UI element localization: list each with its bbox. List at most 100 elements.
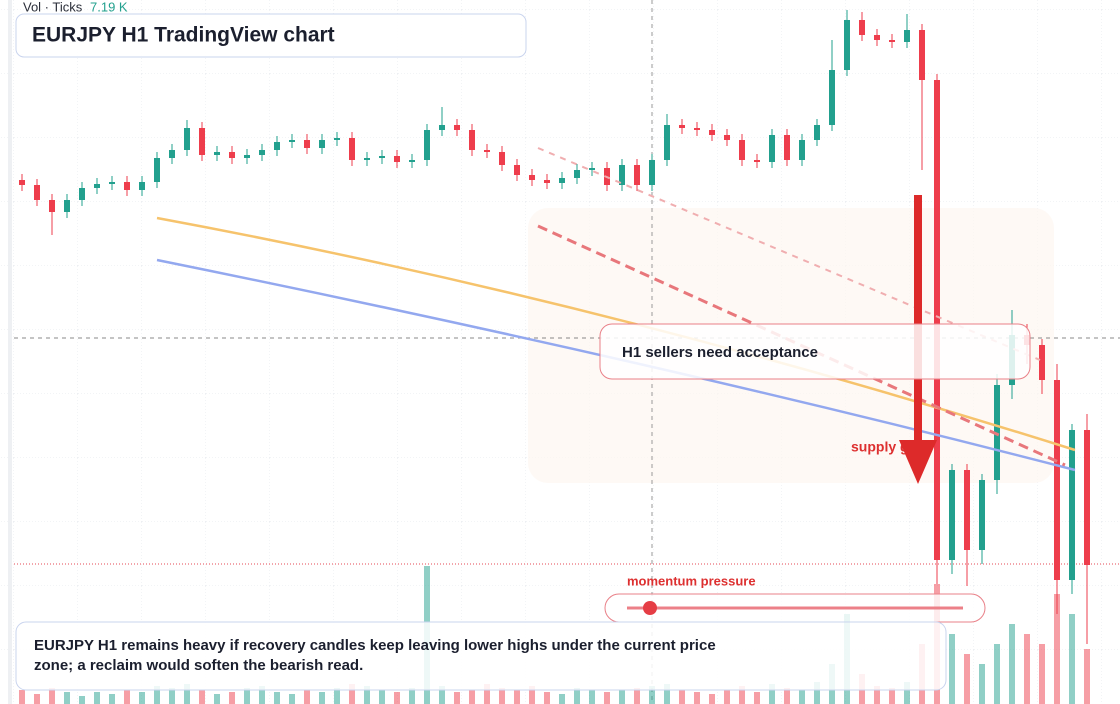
candle-body (319, 140, 325, 148)
candle-body (34, 185, 40, 200)
candle-body (244, 155, 250, 158)
volume-bar (979, 664, 985, 704)
volume-legend: Vol · Ticks (23, 0, 83, 14)
candle-body (634, 165, 640, 185)
volume-bar (1024, 634, 1030, 704)
volume-bar (319, 692, 325, 704)
volume-bar (184, 684, 190, 704)
candle-body (874, 35, 880, 40)
candle-body (934, 80, 940, 560)
candle-body (784, 135, 790, 160)
volume-bar (664, 684, 670, 704)
volume-bar (514, 690, 520, 704)
candle-body (769, 135, 775, 162)
volume-bar (1054, 594, 1060, 704)
volume-bar (754, 692, 760, 704)
candle-body (334, 138, 340, 140)
volume-bar (1039, 644, 1045, 704)
candle-body (94, 184, 100, 188)
candle-body (559, 178, 565, 183)
volume-bar (619, 690, 625, 704)
candle-body (799, 140, 805, 160)
candle-body (739, 140, 745, 160)
volume-bar (469, 690, 475, 704)
volume-bar (214, 694, 220, 704)
candle-body (949, 470, 955, 560)
candle-body (154, 158, 160, 182)
candle-body (589, 168, 595, 170)
pane-edge (8, 0, 12, 704)
volume-bar (679, 690, 685, 704)
volume-bar (739, 686, 745, 704)
volume-bar (259, 686, 265, 704)
volume-bar (454, 692, 460, 704)
candle-body (124, 182, 130, 190)
volume-last: 7.19 K (90, 0, 128, 14)
candle-body (454, 125, 460, 130)
candle-body (19, 180, 25, 185)
candle-body (64, 200, 70, 212)
candle-body (724, 135, 730, 140)
candle-body (199, 128, 205, 155)
note-text: EURJPY H1 remains heavy if recovery cand… (34, 637, 716, 674)
candle-body (544, 180, 550, 183)
candle-body (979, 480, 985, 550)
candle-body (649, 160, 655, 185)
volume-bar (364, 686, 370, 704)
volume-bar (199, 690, 205, 704)
volume-bar (139, 692, 145, 704)
volume-bar (169, 688, 175, 704)
volume-bar (889, 688, 895, 704)
candle-body (169, 150, 175, 158)
volume-bar (529, 686, 535, 704)
candle-body (1054, 380, 1060, 580)
annotation: momentum pressure (627, 573, 756, 588)
candle-body (1039, 345, 1045, 380)
candle-body (619, 165, 625, 185)
volume-bar (394, 692, 400, 704)
volume-bar (79, 696, 85, 704)
volume-bar (799, 690, 805, 704)
volume-bar (814, 682, 820, 704)
candle-body (844, 20, 850, 70)
volume-bar (649, 686, 655, 704)
candle-body (529, 175, 535, 180)
volume-bar (109, 694, 115, 704)
volume-bar (769, 684, 775, 704)
volume-bar (949, 634, 955, 704)
candle-body (109, 182, 115, 184)
candle-body (1069, 430, 1075, 580)
candle-body (919, 30, 925, 80)
volume-bar (559, 694, 565, 704)
volume-bar (304, 690, 310, 704)
candle-body (514, 165, 520, 175)
volume-bar (994, 644, 1000, 704)
volume-bar (904, 682, 910, 704)
candle-body (709, 130, 715, 135)
callout-text: H1 sellers need acceptance (622, 344, 818, 361)
candle-body (379, 156, 385, 158)
candle-body (349, 138, 355, 160)
candle-body (394, 156, 400, 162)
volume-bar (289, 694, 295, 704)
candle-body (829, 70, 835, 125)
candle-body (364, 158, 370, 160)
volume-bar (784, 688, 790, 704)
volume-bar (244, 688, 250, 704)
candle-body (139, 182, 145, 190)
volume-bar (64, 692, 70, 704)
candle-body (409, 160, 415, 162)
volume-bar (154, 686, 160, 704)
candle-body (1084, 430, 1090, 565)
volume-bar (874, 686, 880, 704)
volume-bar (409, 688, 415, 704)
candle-body (469, 130, 475, 150)
candle-body (79, 188, 85, 200)
candle-body (274, 142, 280, 150)
volume-bar (94, 692, 100, 704)
candle-body (904, 30, 910, 42)
candle-body (214, 152, 220, 155)
volume-bar (724, 690, 730, 704)
volume-bar (229, 692, 235, 704)
slider-knob (643, 601, 657, 615)
